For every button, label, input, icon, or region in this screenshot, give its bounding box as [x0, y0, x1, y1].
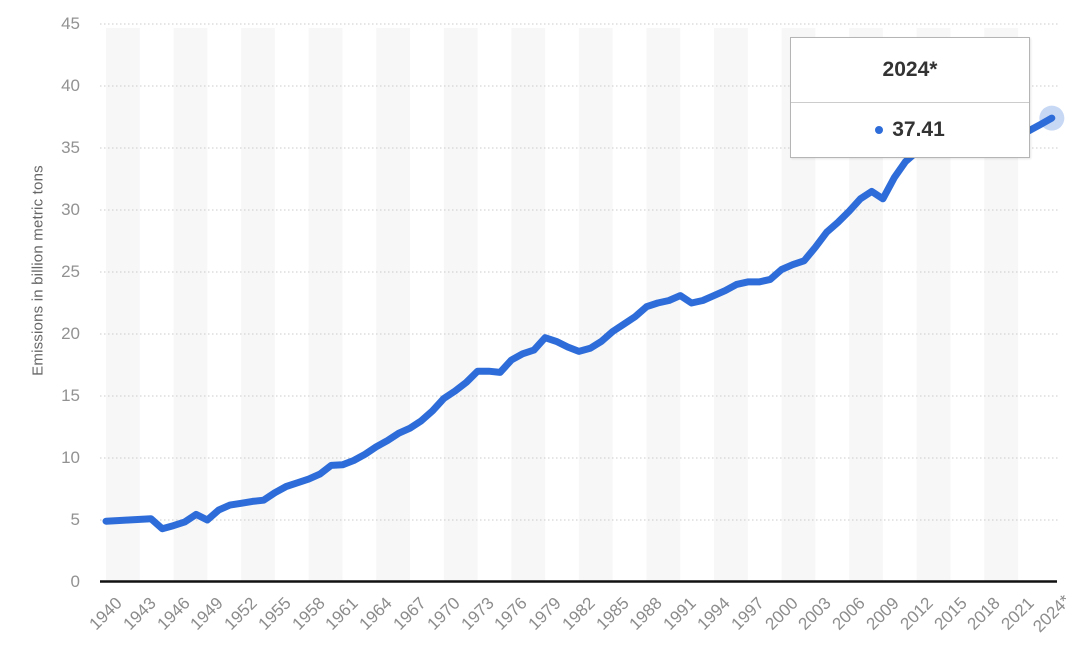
y-tick-label: 10	[61, 448, 80, 467]
tooltip-divider	[791, 102, 1029, 103]
series-dot-icon	[875, 126, 884, 134]
y-tick-label: 15	[61, 386, 80, 405]
y-tick-label: 25	[61, 262, 80, 281]
tooltip: 2024* 37.41	[790, 37, 1030, 158]
background-stripe	[578, 28, 613, 581]
tooltip-value-row: 37.41	[791, 103, 1029, 157]
y-tick-label: 40	[61, 76, 80, 95]
background-stripe	[241, 28, 275, 581]
emissions-line[interactable]	[102, 114, 1056, 533]
background-stripe	[443, 28, 478, 581]
background-stripe	[511, 28, 546, 581]
y-tick-label: 45	[61, 14, 80, 33]
y-tick-label: 30	[61, 200, 80, 219]
background-stripe	[106, 28, 140, 581]
y-tick-label: 20	[61, 324, 80, 343]
y-tick-label: 0	[70, 572, 80, 591]
background-stripe	[173, 28, 208, 581]
tooltip-value: 37.41	[892, 118, 945, 141]
y-tick-label: 35	[61, 138, 80, 157]
tooltip-title: 2024*	[882, 58, 938, 81]
background-stripe	[376, 28, 411, 581]
background-stripe	[308, 28, 343, 581]
background-stripe	[714, 28, 748, 581]
y-tick-label: 5	[70, 510, 80, 529]
